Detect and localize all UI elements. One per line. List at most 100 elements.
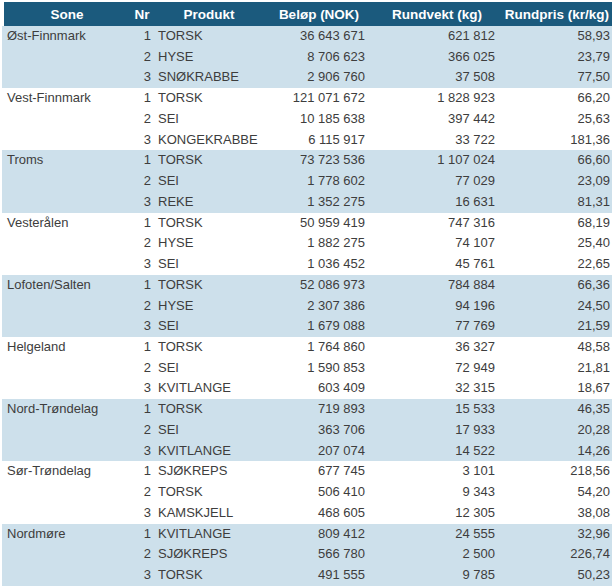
cell-belop: 10 185 638 [264, 109, 374, 130]
cell-sone: Troms [2, 150, 130, 171]
cell-rundpris: 23,79 [500, 47, 612, 68]
cell-rundpris: 38,08 [500, 503, 612, 524]
cell-nr: 1 [130, 150, 154, 171]
cell-rundvekt: 12 305 [374, 503, 500, 524]
cell-nr: 1 [130, 88, 154, 109]
column-header-produkt: Produkt [154, 1, 264, 26]
cell-sone: Vest-Finnmark [2, 88, 130, 109]
cell-nr: 1 [130, 461, 154, 482]
cell-sone [2, 316, 130, 337]
cell-produkt: KVITLANGE [154, 524, 264, 545]
cell-nr: 2 [130, 47, 154, 68]
cell-produkt: TORSK [154, 482, 264, 503]
cell-rundvekt: 1 107 024 [374, 150, 500, 171]
cell-rundpris: 66,60 [500, 150, 612, 171]
cell-sone [2, 47, 130, 68]
cell-belop: 8 706 623 [264, 47, 374, 68]
cell-belop: 36 643 671 [264, 26, 374, 47]
cell-rundvekt: 36 327 [374, 337, 500, 358]
cell-rundvekt: 37 508 [374, 67, 500, 88]
cell-produkt: TORSK [154, 26, 264, 47]
cell-rundpris: 77,50 [500, 67, 612, 88]
cell-belop: 121 071 672 [264, 88, 374, 109]
cell-belop: 2 307 386 [264, 296, 374, 317]
cell-produkt: TORSK [154, 337, 264, 358]
cell-nr: 3 [130, 254, 154, 275]
cell-rundvekt: 9 343 [374, 482, 500, 503]
cell-produkt: TORSK [154, 88, 264, 109]
cell-rundpris: 25,63 [500, 109, 612, 130]
cell-nr: 2 [130, 544, 154, 565]
cell-rundpris: 181,36 [500, 130, 612, 151]
cell-sone [2, 296, 130, 317]
cell-belop: 677 745 [264, 461, 374, 482]
table-row: 3KVITLANGE603 40932 31518,67 [2, 378, 612, 399]
cell-nr: 1 [130, 524, 154, 545]
cell-rundvekt: 15 533 [374, 399, 500, 420]
table-row: 2SEI10 185 638397 44225,63 [2, 109, 612, 130]
table-row: 3REKE1 352 27516 63181,31 [2, 192, 612, 213]
cell-sone: Nord-Trøndelag [2, 399, 130, 420]
cell-belop: 603 409 [264, 378, 374, 399]
cell-nr: 2 [130, 171, 154, 192]
cell-rundvekt: 784 884 [374, 275, 500, 296]
fisheries-sales-table-container: Sone Nr Produkt Beløp (NOK) Rundvekt (kg… [0, 0, 612, 586]
cell-nr: 3 [130, 441, 154, 462]
cell-rundpris: 48,58 [500, 337, 612, 358]
cell-belop: 1 352 275 [264, 192, 374, 213]
cell-nr: 1 [130, 337, 154, 358]
cell-produkt: TORSK [154, 275, 264, 296]
cell-rundvekt: 366 025 [374, 47, 500, 68]
header-row: Sone Nr Produkt Beløp (NOK) Rundvekt (kg… [2, 1, 612, 26]
cell-rundvekt: 72 949 [374, 358, 500, 379]
cell-rundvekt: 94 196 [374, 296, 500, 317]
cell-nr: 2 [130, 296, 154, 317]
cell-rundpris: 14,26 [500, 441, 612, 462]
table-row: 3KVITLANGE207 07414 52214,26 [2, 441, 612, 462]
cell-rundpris: 81,31 [500, 192, 612, 213]
table-body: Øst-Finnmark1TORSK36 643 671621 81258,93… [2, 26, 612, 586]
cell-produkt: TORSK [154, 399, 264, 420]
cell-sone [2, 503, 130, 524]
cell-rundvekt: 747 316 [374, 213, 500, 234]
cell-rundpris: 25,40 [500, 233, 612, 254]
cell-sone [2, 233, 130, 254]
cell-sone [2, 544, 130, 565]
cell-nr: 3 [130, 192, 154, 213]
column-header-sone: Sone [2, 1, 130, 26]
cell-produkt: SEI [154, 254, 264, 275]
cell-sone [2, 420, 130, 441]
cell-sone [2, 378, 130, 399]
cell-sone [2, 254, 130, 275]
cell-sone: Helgeland [2, 337, 130, 358]
cell-produkt: SJØKREPS [154, 461, 264, 482]
table-row: 3SEI1 679 08877 76921,59 [2, 316, 612, 337]
cell-belop: 566 780 [264, 544, 374, 565]
cell-belop: 50 959 419 [264, 213, 374, 234]
table-row: 3TORSK491 5559 78550,23 [2, 565, 612, 586]
cell-belop: 491 555 [264, 565, 374, 586]
table-row: 3SEI1 036 45245 76122,65 [2, 254, 612, 275]
cell-rundpris: 24,50 [500, 296, 612, 317]
cell-nr: 2 [130, 109, 154, 130]
cell-nr: 2 [130, 358, 154, 379]
cell-rundpris: 226,74 [500, 544, 612, 565]
table-row: Helgeland1TORSK1 764 86036 32748,58 [2, 337, 612, 358]
cell-nr: 2 [130, 420, 154, 441]
cell-nr: 3 [130, 130, 154, 151]
cell-belop: 1 036 452 [264, 254, 374, 275]
cell-sone [2, 192, 130, 213]
cell-nr: 1 [130, 399, 154, 420]
cell-rundpris: 21,59 [500, 316, 612, 337]
table-row: Vesterålen1TORSK50 959 419747 31668,19 [2, 213, 612, 234]
cell-produkt: TORSK [154, 213, 264, 234]
cell-produkt: SEI [154, 420, 264, 441]
cell-nr: 3 [130, 565, 154, 586]
cell-belop: 73 723 536 [264, 150, 374, 171]
cell-rundpris: 18,67 [500, 378, 612, 399]
cell-produkt: KONGEKRABBE [154, 130, 264, 151]
column-header-rundvekt: Rundvekt (kg) [374, 1, 500, 26]
table-row: 3KAMSKJELL468 60512 30538,08 [2, 503, 612, 524]
table-row: Nordmøre1KVITLANGE809 41224 55532,96 [2, 524, 612, 545]
cell-produkt: TORSK [154, 565, 264, 586]
